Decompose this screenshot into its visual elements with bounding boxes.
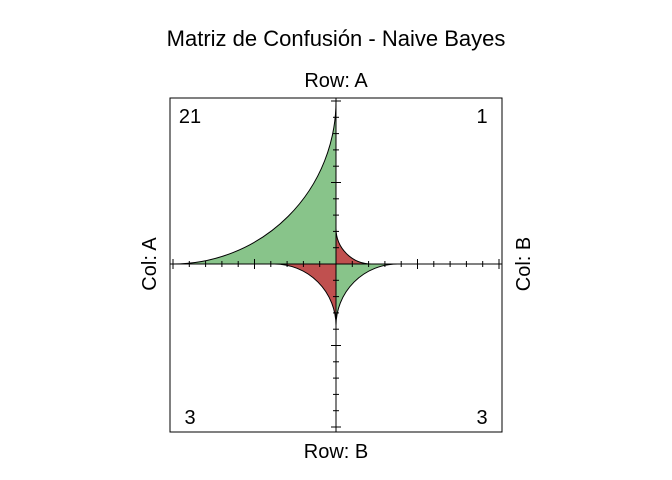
chart-title: Matriz de Confusión - Naive Bayes [167,26,506,51]
count-bottom-right: 3 [476,407,487,429]
count-bottom-left: 3 [184,407,195,429]
center-axes [170,98,502,432]
plot-frame [169,97,503,433]
col-label-right: Col: B [513,237,535,291]
row-label-top: Row: A [304,70,368,92]
cell-counts: 21 1 3 3 [179,106,488,429]
quarter-top-left [172,100,337,265]
quarter-top-right [335,228,372,265]
col-label-left: Col: A [139,237,161,291]
quarter-circles [172,100,398,326]
quarter-bottom-right [335,263,398,326]
count-top-left: 21 [179,106,201,128]
row-label-bottom: Row: B [304,441,368,463]
count-top-right: 1 [476,106,487,128]
quarter-bottom-left [274,263,337,326]
